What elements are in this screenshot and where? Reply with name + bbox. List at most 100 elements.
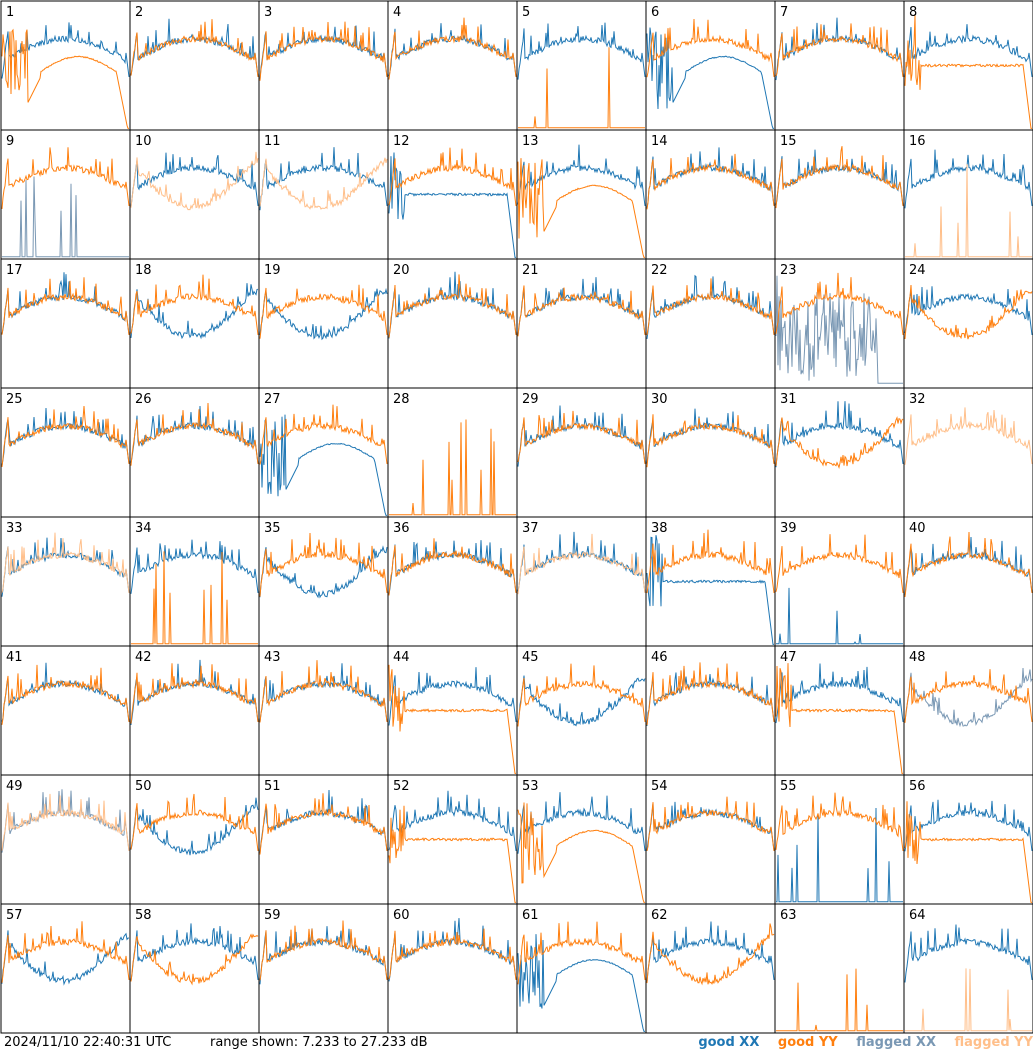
tile-45: 45 bbox=[516, 645, 647, 776]
series-yy bbox=[517, 663, 646, 727]
tile-frame bbox=[0, 516, 131, 647]
range-text: range shown: 7.233 to 27.233 dB bbox=[210, 1035, 428, 1050]
tile-33: 33 bbox=[0, 516, 131, 647]
tile-frame bbox=[516, 903, 647, 1034]
tile-34: 34 bbox=[129, 516, 260, 647]
tile-label: 12 bbox=[393, 134, 410, 149]
series-yy bbox=[259, 920, 388, 981]
tile-60: 60 bbox=[387, 903, 518, 1034]
tile-10: 10 bbox=[129, 129, 260, 260]
tile-frame bbox=[258, 903, 389, 1034]
series-yy bbox=[130, 793, 259, 851]
tile-label: 45 bbox=[522, 650, 539, 665]
series-yy bbox=[259, 21, 388, 81]
tile-7: 7 bbox=[774, 0, 905, 131]
series-xx bbox=[388, 667, 517, 726]
series-yy bbox=[646, 278, 775, 336]
series-yy bbox=[259, 284, 388, 339]
series-yy bbox=[388, 147, 517, 206]
tile-label: 15 bbox=[780, 134, 797, 149]
tile-label: 52 bbox=[393, 779, 410, 794]
series-xx bbox=[904, 24, 1033, 78]
series-xx bbox=[776, 587, 903, 645]
tile-64: 64 bbox=[903, 903, 1033, 1034]
tile-50: 50 bbox=[129, 774, 260, 905]
tile-label: 43 bbox=[264, 650, 281, 665]
tile-frame bbox=[258, 516, 389, 647]
tile-8: 8 bbox=[903, 0, 1033, 131]
series-yy bbox=[131, 551, 258, 645]
series-yy bbox=[775, 416, 904, 470]
series-yy bbox=[259, 404, 388, 465]
series-yy bbox=[388, 805, 516, 903]
tile-frame bbox=[387, 903, 518, 1034]
legend-good-yy: good YY bbox=[777, 1035, 838, 1050]
series-xx bbox=[130, 283, 259, 340]
series-xx bbox=[517, 531, 646, 593]
tile-28: 28 bbox=[387, 387, 518, 518]
tile-37: 37 bbox=[516, 516, 647, 647]
series-yy bbox=[1, 406, 130, 467]
tile-11: 11 bbox=[258, 129, 389, 260]
legend: good XX good YY flagged XX flagged YY bbox=[684, 1035, 1033, 1050]
tile-frame bbox=[129, 516, 260, 647]
tile-label: 17 bbox=[6, 263, 23, 278]
series-xx bbox=[259, 414, 387, 516]
tile-label: 4 bbox=[393, 5, 401, 20]
series-yy bbox=[517, 285, 646, 337]
series-xx bbox=[130, 539, 259, 594]
series-yy bbox=[388, 664, 516, 774]
tile-label: 18 bbox=[135, 263, 152, 278]
tile-4: 4 bbox=[387, 0, 518, 131]
tile-frame bbox=[774, 903, 905, 1034]
tile-61: 61 bbox=[516, 903, 647, 1034]
tile-22: 22 bbox=[645, 258, 776, 389]
tile-49: 49 bbox=[0, 774, 131, 905]
series-xx bbox=[2, 176, 129, 258]
tile-frame bbox=[645, 258, 776, 389]
tile-label: 11 bbox=[264, 134, 281, 149]
series-xx bbox=[517, 144, 646, 206]
series-xx bbox=[517, 934, 645, 1032]
tile-label: 50 bbox=[135, 779, 152, 794]
tile-frame bbox=[387, 516, 518, 647]
tile-label: 58 bbox=[135, 908, 152, 923]
tile-21: 21 bbox=[516, 258, 647, 389]
series-yy bbox=[1, 277, 130, 335]
tile-23: 23 bbox=[774, 258, 905, 389]
tile-17: 17 bbox=[0, 258, 131, 389]
tile-48: 48 bbox=[903, 645, 1033, 776]
tile-1: 1 bbox=[0, 0, 131, 131]
tile-label: 3 bbox=[264, 5, 272, 20]
tile-57: 57 bbox=[0, 903, 131, 1034]
series-yy bbox=[130, 402, 259, 466]
series-yy bbox=[1, 921, 130, 983]
tile-frame bbox=[129, 387, 260, 518]
series-yy bbox=[518, 47, 645, 129]
tile-29: 29 bbox=[516, 387, 647, 518]
tile-label: 9 bbox=[6, 134, 14, 149]
tile-frame bbox=[258, 258, 389, 389]
tile-frame bbox=[0, 903, 131, 1034]
footer: 2024/11/10 22:40:31 UTC range shown: 7.2… bbox=[0, 1033, 1033, 1053]
tile-frame bbox=[903, 129, 1033, 260]
series-xx bbox=[259, 25, 388, 80]
tile-label: 22 bbox=[651, 263, 668, 278]
tile-label: 19 bbox=[264, 263, 281, 278]
tile-label: 53 bbox=[522, 779, 539, 794]
tile-label: 24 bbox=[909, 263, 926, 278]
series-yy bbox=[259, 157, 388, 210]
tile-14: 14 bbox=[645, 129, 776, 260]
series-yy bbox=[130, 151, 259, 211]
tile-label: 47 bbox=[780, 650, 797, 665]
series-yy bbox=[775, 534, 904, 593]
tile-frame bbox=[903, 645, 1033, 776]
tile-label: 41 bbox=[6, 650, 23, 665]
series-yy bbox=[904, 669, 1033, 723]
tile-54: 54 bbox=[645, 774, 776, 905]
series-yy bbox=[904, 801, 1032, 903]
tile-16: 16 bbox=[903, 129, 1033, 260]
series-xx bbox=[646, 921, 775, 982]
tile-32: 32 bbox=[903, 387, 1033, 518]
